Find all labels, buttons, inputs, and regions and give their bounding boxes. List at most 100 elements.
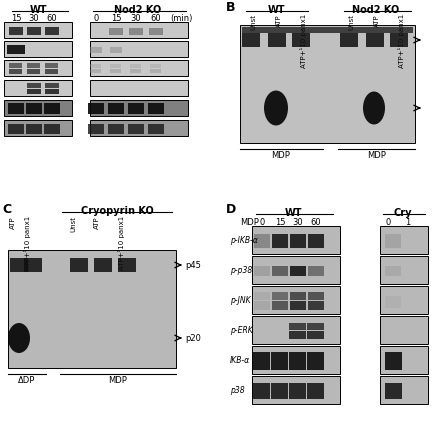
Bar: [128, 103, 144, 114]
Bar: [289, 331, 306, 339]
Bar: [385, 234, 401, 248]
Bar: [45, 69, 58, 74]
Bar: [8, 103, 24, 114]
Bar: [90, 100, 188, 116]
Bar: [290, 266, 306, 276]
Text: ATP: ATP: [374, 14, 380, 26]
Text: WT: WT: [29, 5, 47, 15]
Bar: [289, 383, 306, 399]
Ellipse shape: [264, 90, 288, 125]
Text: WT: WT: [267, 5, 285, 15]
Text: p-IKB-α: p-IKB-α: [230, 236, 258, 245]
Bar: [380, 376, 428, 404]
Text: C: C: [2, 203, 11, 216]
Text: 15: 15: [275, 218, 285, 227]
Bar: [110, 47, 122, 53]
Bar: [385, 383, 402, 399]
Bar: [307, 331, 324, 339]
Bar: [307, 352, 324, 370]
Bar: [4, 41, 72, 57]
Text: p-ERK: p-ERK: [230, 326, 253, 335]
Bar: [307, 323, 324, 330]
Bar: [90, 47, 102, 53]
Text: Unst: Unst: [70, 216, 76, 232]
Bar: [252, 346, 340, 374]
Bar: [4, 60, 72, 76]
Text: p45: p45: [185, 260, 201, 270]
Text: p38: p38: [230, 385, 245, 395]
Bar: [27, 63, 40, 68]
Bar: [7, 45, 25, 54]
Bar: [272, 234, 288, 248]
Bar: [254, 292, 270, 300]
Bar: [252, 256, 340, 284]
Bar: [128, 124, 144, 134]
Bar: [308, 266, 324, 276]
Text: p20: p20: [185, 333, 201, 343]
Bar: [9, 63, 22, 68]
Bar: [94, 258, 112, 272]
Bar: [271, 352, 288, 370]
Bar: [252, 316, 340, 344]
Bar: [10, 258, 28, 272]
Text: ATP+¹10 panx1: ATP+¹10 panx1: [398, 14, 405, 68]
Bar: [88, 124, 104, 134]
Bar: [27, 69, 40, 74]
Bar: [108, 124, 124, 134]
Bar: [90, 60, 188, 76]
Bar: [4, 80, 72, 96]
Text: ΔDP: ΔDP: [18, 376, 36, 385]
Bar: [129, 28, 143, 35]
Bar: [90, 22, 188, 38]
Bar: [308, 301, 324, 310]
Text: B: B: [226, 1, 236, 14]
Text: ATP+¹10 panx1: ATP+¹10 panx1: [24, 216, 31, 270]
Bar: [268, 33, 286, 47]
Text: 15: 15: [11, 14, 21, 23]
Text: 0: 0: [93, 14, 99, 23]
Bar: [27, 27, 41, 35]
Bar: [130, 69, 141, 73]
Ellipse shape: [8, 323, 30, 353]
Bar: [110, 69, 121, 73]
Bar: [272, 292, 288, 300]
Bar: [150, 69, 161, 73]
Bar: [27, 83, 41, 88]
Text: WT: WT: [284, 208, 302, 218]
Bar: [308, 234, 324, 248]
Bar: [272, 266, 288, 276]
Text: 60: 60: [310, 218, 321, 227]
Bar: [148, 124, 164, 134]
Bar: [26, 103, 42, 114]
Bar: [385, 296, 401, 308]
Bar: [366, 33, 384, 47]
Bar: [290, 292, 306, 300]
Bar: [4, 100, 72, 116]
Bar: [290, 234, 306, 248]
Bar: [308, 292, 324, 300]
Text: Cryopyrin KO: Cryopyrin KO: [81, 206, 153, 216]
Text: ATP+¹10 panx1: ATP+¹10 panx1: [300, 14, 307, 68]
Text: 30: 30: [29, 14, 39, 23]
Bar: [252, 286, 340, 314]
Bar: [90, 80, 188, 96]
Bar: [254, 234, 270, 248]
Text: ATP: ATP: [276, 14, 282, 26]
Text: MDP: MDP: [108, 376, 127, 385]
Text: 30: 30: [131, 14, 141, 23]
Text: MDP: MDP: [367, 151, 387, 160]
Bar: [150, 64, 161, 68]
Bar: [292, 33, 310, 47]
Bar: [9, 27, 23, 35]
Bar: [253, 383, 270, 399]
Bar: [45, 89, 59, 94]
Bar: [27, 89, 41, 94]
Bar: [108, 103, 124, 114]
Text: IKB-α: IKB-α: [230, 356, 250, 365]
Bar: [252, 376, 340, 404]
Bar: [242, 27, 413, 33]
Bar: [90, 69, 101, 73]
Text: 1: 1: [405, 218, 411, 227]
Bar: [8, 124, 24, 134]
Bar: [380, 256, 428, 284]
